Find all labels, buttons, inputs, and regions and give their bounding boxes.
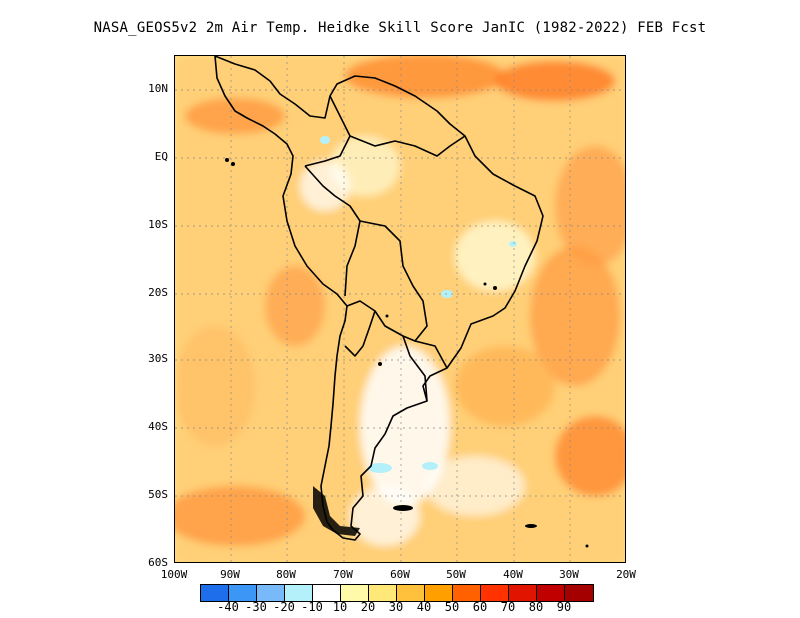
lat-label-10n: 10N (148, 82, 168, 95)
lon-label-100w: 100W (160, 568, 188, 581)
legend-label: 10 (332, 600, 348, 614)
legend-label: 90 (556, 600, 572, 614)
lat-label-50s: 50S (148, 488, 168, 501)
legend-label: -10 (301, 600, 323, 614)
lat-label-60s: 60S (148, 556, 168, 569)
lon-label-50w: 50W (446, 568, 466, 581)
tierra-del-fuego (313, 486, 537, 536)
legend-label: 70 (500, 600, 516, 614)
lat-label-10s: 10S (148, 218, 168, 231)
islands (225, 158, 589, 548)
lon-label-40w: 40W (503, 568, 523, 581)
legend-swatch-8 (425, 585, 453, 601)
legend-label: -20 (273, 600, 295, 614)
lat-label-20s: 20S (148, 286, 168, 299)
lat-label-40s: 40S (148, 420, 168, 433)
legend-label: 80 (528, 600, 544, 614)
chart-title: NASA_GEOS5v2 2m Air Temp. Heidke Skill S… (93, 20, 707, 36)
skill-score-map (175, 56, 625, 562)
lon-label-30w: 30W (559, 568, 579, 581)
lon-label-20w: 20W (616, 568, 636, 581)
legend-swatch-9 (453, 585, 481, 601)
legend-swatch-5 (341, 585, 369, 601)
legend-swatch-12 (537, 585, 565, 601)
legend-label: 60 (472, 600, 488, 614)
shaded-field (175, 56, 625, 562)
legend-swatch-13 (565, 585, 593, 601)
legend-label: -40 (217, 600, 239, 614)
lat-label-eq: EQ (154, 150, 168, 163)
legend-swatch-2 (257, 585, 285, 601)
legend-swatch-0 (201, 585, 229, 601)
coastline (214, 56, 544, 541)
lat-label-30s: 30S (148, 352, 168, 365)
lon-label-80w: 80W (276, 568, 296, 581)
map-area (174, 55, 626, 563)
legend-label: 20 (360, 600, 376, 614)
legend-label: 50 (444, 600, 460, 614)
legend-swatch-1 (229, 585, 257, 601)
legend-swatch-10 (481, 585, 509, 601)
legend-label: 40 (416, 600, 432, 614)
legend-swatch-3 (285, 585, 313, 601)
color-legend (200, 584, 594, 602)
lon-label-70w: 70W (333, 568, 353, 581)
legend-label: 30 (388, 600, 404, 614)
legend-swatch-4 (313, 585, 341, 601)
legend-swatch-6 (369, 585, 397, 601)
legend-swatch-11 (509, 585, 537, 601)
lon-label-60w: 60W (390, 568, 410, 581)
legend-label: -30 (245, 600, 267, 614)
lon-label-90w: 90W (220, 568, 240, 581)
legend-swatch-7 (397, 585, 425, 601)
